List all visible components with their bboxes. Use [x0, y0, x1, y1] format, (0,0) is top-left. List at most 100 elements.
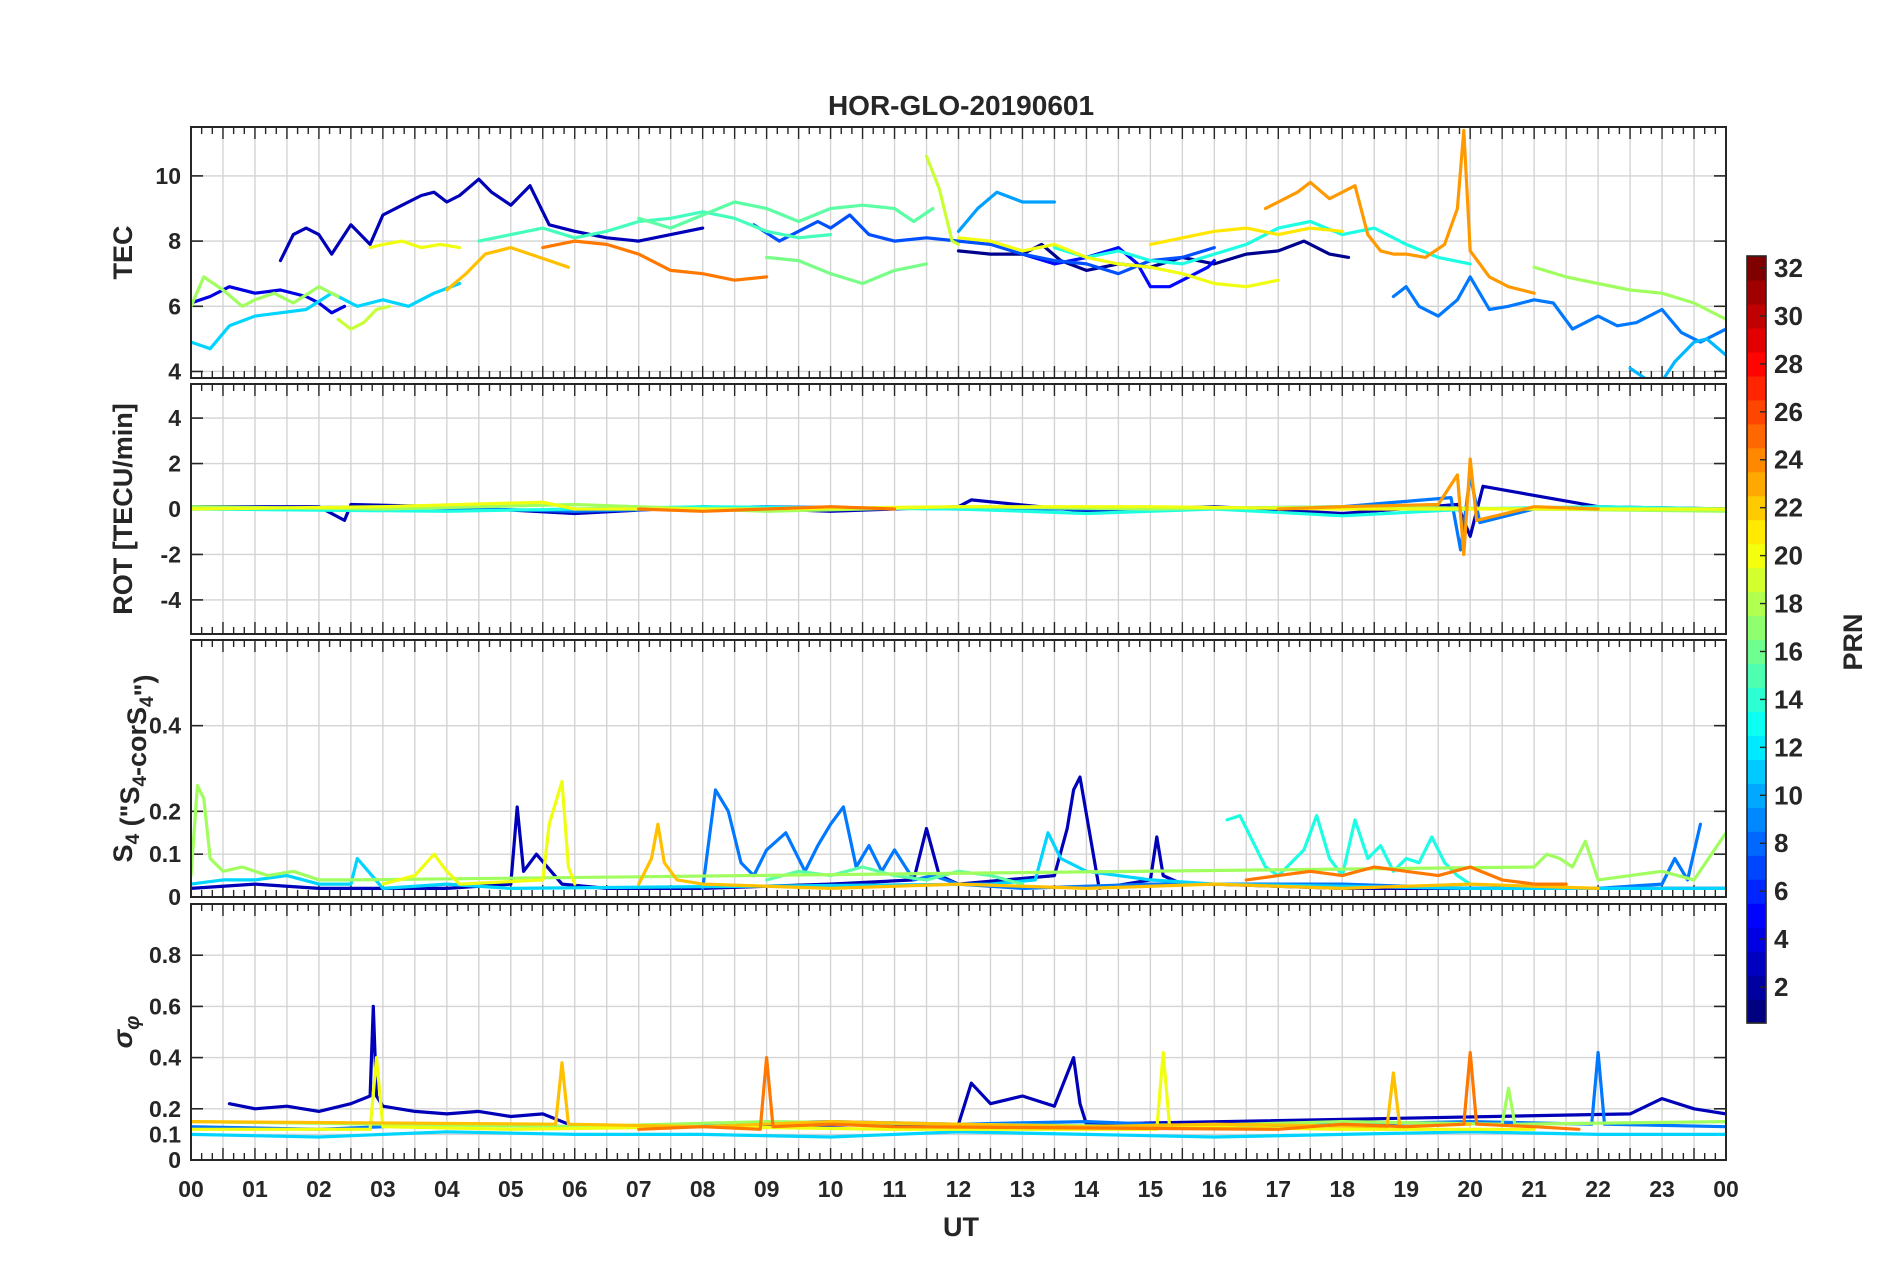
series-line-prn-24: [541, 239, 769, 282]
colorbar-step: [1747, 471, 1766, 497]
y-tick-label: 4: [168, 358, 181, 384]
plot-title: HOR-GLO-20190601: [828, 90, 1094, 121]
colorbar-step: [1747, 927, 1766, 952]
y-axis-label: σφ: [107, 1016, 144, 1049]
x-axis: 00 01 02 03 04 05 06 07 08 09 10 11 12 13 14 15 16 17 18 19…: [178, 1176, 1739, 1202]
series-group: [191, 457, 1726, 557]
x-tick-label: 22: [1585, 1176, 1611, 1202]
colorbar-tick-label: 32: [1774, 253, 1803, 283]
y-tick-label: -2: [161, 541, 181, 567]
x-tick-label: 00: [178, 1176, 204, 1202]
panel-frame: [190, 126, 1727, 379]
colorbar-step: [1747, 663, 1766, 689]
series-line-prn-24: [1244, 865, 1568, 886]
x-tick-label: 03: [370, 1176, 396, 1202]
x-tick-label: 12: [946, 1176, 972, 1202]
colorbar-step: [1747, 591, 1766, 617]
colorbar-tick-label: 24: [1774, 445, 1803, 475]
y-tick-label: 2: [168, 451, 181, 477]
colorbar-step: [1747, 279, 1766, 305]
series-line-prn-22: [445, 246, 571, 292]
y-tick-label: 0.4: [149, 1045, 181, 1071]
series-line-prn-18: [191, 783, 1726, 882]
colorbar-step: [1747, 735, 1766, 760]
panel-frame: [190, 383, 1727, 635]
series-line-prn-19: [336, 304, 391, 331]
x-axis-label: UT: [943, 1212, 979, 1242]
y-tick-label: -4: [161, 587, 182, 613]
colorbar-step: [1747, 999, 1766, 1024]
series-line-prn-24: [637, 1050, 1581, 1131]
colorbar-tick-label: 12: [1774, 732, 1803, 762]
series-line-prn-11: [191, 1130, 1726, 1139]
series-line-prn-3: [191, 285, 347, 315]
colorbar-step: [1747, 351, 1766, 377]
colorbar-step: [1747, 639, 1766, 665]
series-line-prn-13: [1052, 219, 1472, 266]
x-tick-label: 19: [1393, 1176, 1419, 1202]
y-tick-label: 4: [168, 405, 181, 431]
colorbar-step: [1747, 807, 1766, 832]
series-line-prn-21: [1148, 226, 1344, 246]
colorbar-tick-label: 8: [1774, 828, 1788, 858]
panel-2: -4 -2 0 2 4 ROT [TECU/min]: [108, 383, 1727, 635]
colorbar-step: [1747, 975, 1766, 1000]
colorbar-tick-label: 22: [1774, 493, 1803, 523]
x-tick-label: 06: [562, 1176, 588, 1202]
y-tick-label: 0.2: [149, 798, 181, 824]
series-group: [191, 1004, 1726, 1139]
colorbar-tick-label: 2: [1774, 972, 1788, 1002]
x-tick-label: 01: [242, 1176, 268, 1202]
x-tick-label: 00: [1713, 1176, 1739, 1202]
colorbar-step: [1747, 951, 1766, 976]
series-line-prn-6: [752, 213, 1216, 276]
series-group: [191, 775, 1726, 891]
panel-3: 0 0.1 0.2 0.4S4 ("S4-corS4"): [108, 639, 1727, 910]
y-axis-label: ROT [TECU/min]: [108, 403, 138, 614]
colorbar-step: [1747, 327, 1766, 353]
series-line-prn-2: [227, 1004, 1726, 1129]
colorbar-tick-label: 10: [1774, 780, 1803, 810]
series-line-prn-11: [191, 281, 462, 351]
colorbar-tick-label: 30: [1774, 301, 1803, 331]
series-line-prn-20: [368, 239, 462, 250]
colorbar-tick-label: 16: [1774, 636, 1803, 666]
series-line-prn-23: [1263, 128, 1536, 295]
y-tick-label: 0.2: [149, 1096, 181, 1122]
colorbar-step: [1747, 783, 1766, 808]
series-line-prn-23: [1276, 457, 1600, 557]
x-tick-label: 13: [1010, 1176, 1036, 1202]
series-line-prn-9: [956, 190, 1057, 233]
series-line-prn-16: [637, 200, 935, 230]
series-line-prn-20: [191, 1050, 1536, 1131]
y-tick-label: 0: [168, 496, 181, 522]
colorbar-step: [1747, 495, 1766, 521]
colorbar-step: [1747, 855, 1766, 880]
x-tick-label: 23: [1649, 1176, 1675, 1202]
series-line-prn-18: [191, 275, 340, 308]
colorbar-step: [1747, 615, 1766, 641]
x-tick-label: 09: [754, 1176, 780, 1202]
colorbar-step: [1747, 903, 1766, 928]
colorbar-step: [1747, 447, 1766, 473]
y-tick-label: 0: [168, 884, 181, 910]
colorbar-step: [1747, 399, 1766, 425]
x-tick-label: 16: [1202, 1176, 1228, 1202]
x-tick-label: 08: [690, 1176, 716, 1202]
y-tick-label: 0: [168, 1147, 181, 1173]
x-tick-label: 04: [434, 1176, 460, 1202]
x-tick-label: 17: [1265, 1176, 1291, 1202]
series-line-prn-15: [477, 210, 833, 243]
series-line-prn-22: [637, 822, 1600, 891]
colorbar-step: [1747, 831, 1766, 856]
x-tick-label: 18: [1329, 1176, 1355, 1202]
colorbar-step: [1747, 567, 1766, 593]
y-tick-label: 8: [168, 228, 181, 254]
x-tick-label: 05: [498, 1176, 524, 1202]
colorbar-tick-label: 18: [1774, 589, 1803, 619]
colorbar-step: [1747, 375, 1766, 401]
series-line-prn-22: [191, 1061, 1472, 1129]
panel-frame: [190, 639, 1727, 898]
